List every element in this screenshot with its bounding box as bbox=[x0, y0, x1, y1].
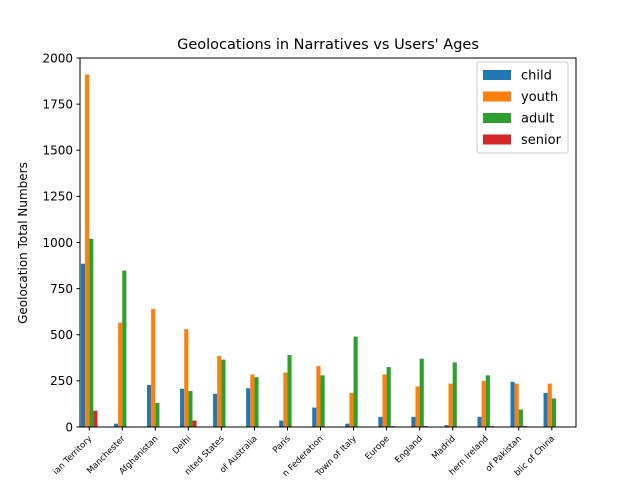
bar-senior-3 bbox=[192, 420, 197, 427]
bar-child-13 bbox=[510, 381, 515, 427]
bar-child-2 bbox=[147, 384, 152, 427]
bar-youth-9 bbox=[382, 374, 387, 427]
legend-swatch bbox=[483, 91, 511, 102]
bar-senior-0 bbox=[93, 410, 98, 427]
bar-youth-12 bbox=[481, 380, 486, 428]
y-tick-label: 2000 bbox=[42, 51, 73, 65]
y-axis: 0 250 500 750 1000 1250 1500 1750 2000 bbox=[42, 51, 80, 434]
bar-adult-1 bbox=[122, 270, 127, 427]
x-tick-label: Paris bbox=[271, 434, 293, 456]
bar-child-12 bbox=[477, 416, 482, 427]
bar-youth-10 bbox=[415, 386, 420, 427]
bar-child-14 bbox=[543, 392, 548, 427]
x-tick-label: Madrid bbox=[430, 434, 458, 462]
bar-adult-12 bbox=[485, 375, 490, 427]
legend-label: senior bbox=[521, 133, 562, 148]
bar-adult-5 bbox=[254, 377, 259, 427]
bar-adult-4 bbox=[221, 359, 226, 427]
legend-item-adult: adult bbox=[483, 112, 554, 127]
bar-youth-13 bbox=[514, 383, 519, 427]
series-youth bbox=[85, 74, 552, 428]
bar-adult-13 bbox=[518, 409, 523, 427]
bar-child-5 bbox=[246, 388, 251, 427]
bar-child-11 bbox=[444, 425, 449, 427]
series-child bbox=[80, 263, 548, 427]
bar-youth-7 bbox=[316, 366, 321, 427]
bar-child-9 bbox=[378, 416, 383, 427]
legend-swatch bbox=[483, 134, 511, 145]
bar-adult-11 bbox=[452, 362, 457, 427]
legend-item-youth: youth bbox=[483, 90, 558, 105]
bar-child-0 bbox=[80, 263, 86, 427]
legend-label: child bbox=[521, 69, 552, 84]
bar-adult-7 bbox=[320, 375, 325, 427]
bar-youth-2 bbox=[151, 308, 156, 427]
legend-frame bbox=[476, 61, 569, 154]
bar-youth-0 bbox=[85, 74, 90, 428]
bar-adult-0 bbox=[89, 238, 94, 427]
bar-youth-5 bbox=[250, 374, 255, 427]
y-tick-label: 1750 bbox=[42, 97, 73, 111]
bar-adult-3 bbox=[188, 391, 193, 427]
legend: child youth adult senior bbox=[476, 61, 569, 154]
y-axis-label: Geolocation Total Numbers bbox=[16, 162, 30, 324]
bar-child-1 bbox=[113, 423, 119, 427]
x-tick-label: Europe bbox=[364, 434, 392, 462]
series-adult bbox=[89, 238, 556, 427]
bar-child-3 bbox=[180, 388, 185, 427]
bar-youth-6 bbox=[283, 372, 288, 427]
bar-youth-8 bbox=[349, 392, 354, 427]
x-tick-label: Delhi bbox=[171, 434, 194, 457]
legend-item-senior: senior bbox=[483, 133, 562, 148]
bar-youth-3 bbox=[184, 329, 189, 427]
y-tick-label: 750 bbox=[50, 282, 73, 296]
bar-child-7 bbox=[312, 407, 317, 427]
bar-child-6 bbox=[279, 420, 284, 427]
bar-adult-9 bbox=[386, 367, 391, 427]
bar-child-4 bbox=[213, 393, 218, 427]
y-tick-label: 1250 bbox=[42, 190, 73, 204]
bar-adult-14 bbox=[551, 398, 556, 427]
legend-item-child: child bbox=[483, 69, 552, 84]
y-tick-label: 1000 bbox=[42, 236, 73, 250]
bar-youth-1 bbox=[118, 322, 123, 427]
y-tick-label: 1500 bbox=[42, 144, 73, 158]
bar-youth-11 bbox=[448, 383, 453, 427]
y-tick-label: 500 bbox=[50, 328, 73, 342]
legend-swatch bbox=[483, 70, 511, 80]
y-tick-label: 0 bbox=[65, 420, 73, 434]
bar-adult-6 bbox=[287, 355, 292, 427]
legend-swatch bbox=[483, 113, 511, 123]
bar-adult-2 bbox=[155, 403, 160, 427]
legend-label: adult bbox=[521, 112, 554, 127]
bar-youth-14 bbox=[547, 383, 552, 427]
bar-youth-4 bbox=[217, 355, 222, 427]
x-tick-label: England bbox=[393, 434, 424, 465]
y-tick-label: 250 bbox=[50, 374, 73, 388]
legend-label: youth bbox=[521, 90, 558, 105]
bar-adult-8 bbox=[353, 336, 358, 427]
bar-child-10 bbox=[411, 416, 416, 427]
bar-adult-10 bbox=[419, 358, 424, 427]
bar-child-8 bbox=[345, 423, 350, 427]
chart-title: Geolocations in Narratives vs Users' Age… bbox=[177, 37, 479, 53]
